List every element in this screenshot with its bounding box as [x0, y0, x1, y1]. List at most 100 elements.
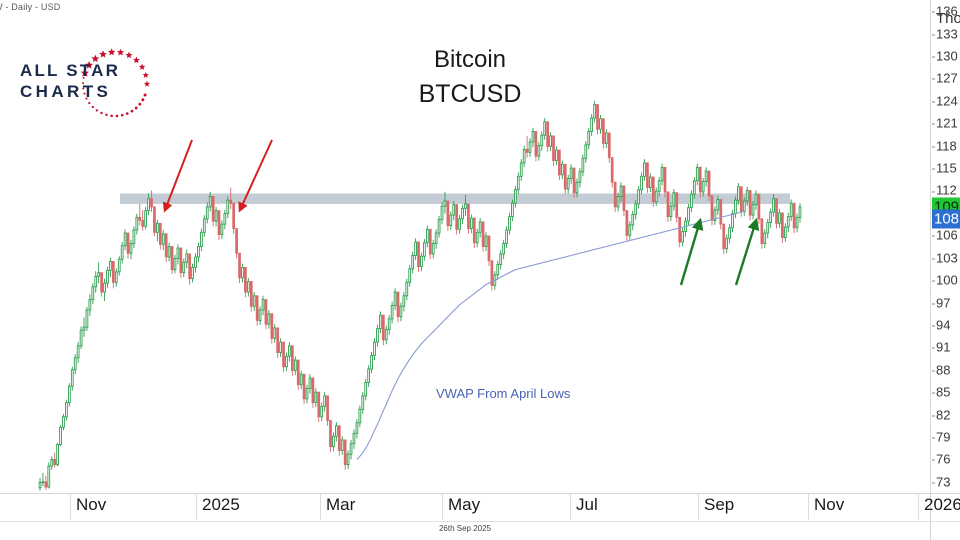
y-tick-mark [932, 303, 935, 305]
x-axis-tick: Nov [808, 493, 844, 520]
candle-body [590, 117, 594, 132]
candle-body [423, 242, 426, 257]
page-title: Bitcoin [433, 46, 507, 73]
logo-dot [110, 114, 113, 118]
candle-body [141, 219, 145, 227]
y-axis-tick: 73 [932, 474, 950, 489]
y-axis-tick: 100 [932, 273, 958, 288]
price-chart-plot[interactable] [0, 0, 930, 493]
candle-body [420, 255, 423, 268]
logo-dot [125, 112, 129, 115]
candle-body [566, 178, 570, 190]
candle-body [144, 210, 147, 227]
candle-body [88, 299, 92, 311]
x-axis-tick: Sep [698, 493, 735, 520]
y-axis-tick: 133 [932, 26, 958, 41]
candle-body [619, 185, 623, 197]
candle-body [505, 229, 508, 244]
candle-body [379, 314, 382, 330]
candle-body [546, 121, 550, 147]
y-tick-mark [932, 235, 935, 237]
candle-body [449, 214, 453, 227]
candle-body [789, 202, 793, 218]
candle-body [276, 327, 280, 354]
quote-price-tag[interactable]: 108 [932, 209, 960, 229]
candle-body [478, 221, 482, 233]
y-axis-tick: 79 [932, 429, 950, 444]
x-axis-tick: Mar [320, 493, 355, 520]
y-axis-tick: 127 [932, 71, 958, 86]
candle-body [525, 148, 529, 153]
candle-body [672, 192, 676, 207]
logo-dot [130, 109, 134, 113]
candle-body [543, 121, 547, 136]
candle-body [211, 196, 215, 222]
y-axis-tick: 106 [932, 228, 958, 243]
x-axis-tick: 2025 [196, 493, 240, 520]
logo-dot [143, 93, 147, 97]
candle-body [176, 247, 180, 259]
candle-body [120, 245, 124, 260]
candle-body [393, 291, 397, 306]
candle-body [164, 233, 168, 258]
candle-body [411, 255, 415, 270]
candle-body [273, 327, 277, 339]
y-tick-label: 79 [936, 429, 951, 445]
candle-body [522, 148, 526, 164]
candle-body [581, 157, 585, 173]
candle-body [675, 192, 679, 218]
candle-body [651, 176, 655, 203]
candle-body [751, 204, 755, 216]
candle-body [153, 206, 156, 233]
x-tick-gridline [320, 493, 321, 520]
candle-body [754, 193, 758, 206]
candle-body [355, 422, 359, 434]
candle-body [202, 218, 206, 233]
y-tick-mark [932, 168, 935, 170]
candle-body [560, 163, 564, 176]
candle-body [701, 181, 705, 193]
candle-body [440, 205, 444, 221]
logo-dot [85, 97, 88, 100]
logo-dot [138, 102, 142, 106]
x-tick-gridline [442, 493, 443, 520]
candle-body [516, 175, 520, 191]
candle-body [76, 345, 80, 359]
candle-body [370, 355, 373, 370]
candle-body [734, 199, 737, 215]
candle-body [472, 217, 476, 244]
y-tick-mark [932, 325, 935, 327]
logo-star [125, 51, 133, 59]
candle-body [56, 443, 59, 466]
logo-star [143, 80, 151, 87]
x-tick-gridline [808, 493, 809, 520]
y-tick-label: 118 [936, 138, 957, 154]
y-axis-caption: Thousands [936, 10, 960, 27]
candle-body [795, 216, 799, 229]
candle-body [179, 247, 183, 274]
y-axis-labels: 1361331301271241211181151121091061031009… [932, 0, 960, 493]
y-axis-tick: 94 [932, 317, 950, 332]
candle-body [117, 258, 121, 273]
candle-body [628, 224, 632, 236]
candle-body [622, 185, 626, 212]
candle-body [443, 200, 447, 207]
candle-body [707, 170, 711, 197]
candle-body [361, 395, 365, 410]
y-tick-mark [932, 11, 935, 13]
x-tick-label: Sep [704, 495, 735, 514]
y-tick-label: 127 [936, 70, 958, 86]
candle-body [94, 275, 98, 288]
candle-body [528, 141, 532, 153]
y-tick-mark [932, 34, 935, 36]
y-tick-mark [932, 415, 935, 417]
candle-body [282, 341, 285, 368]
date-stamp: 26th Sep 2025 [438, 524, 492, 533]
candle-body [728, 227, 731, 239]
candle-body [531, 131, 535, 143]
y-tick-label: 136 [936, 3, 958, 19]
candle-body [798, 206, 802, 218]
candle-body [475, 231, 479, 244]
candle-body [311, 377, 315, 404]
candle-body [763, 232, 767, 244]
